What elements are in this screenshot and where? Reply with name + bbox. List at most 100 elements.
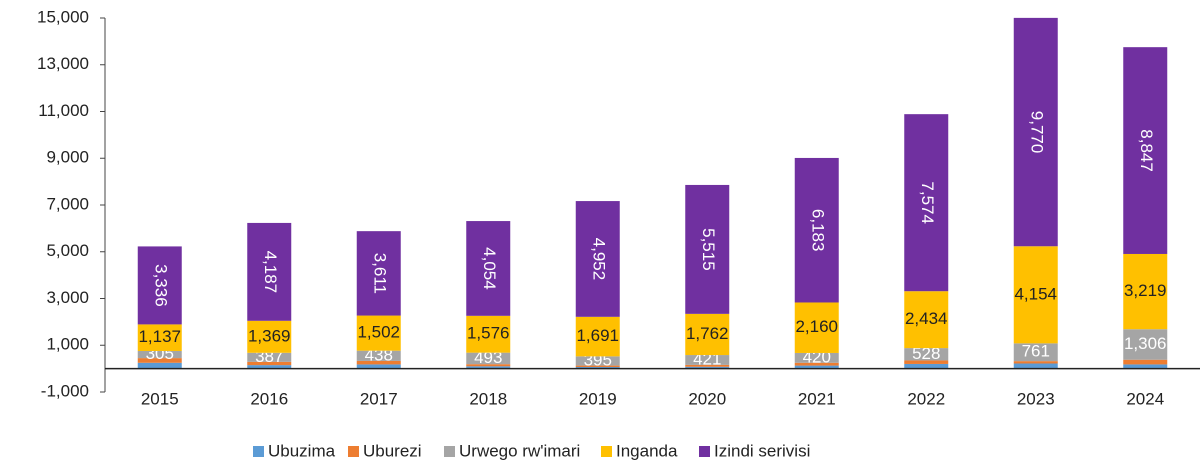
legend-swatch	[253, 446, 264, 457]
bar-segment	[1123, 253, 1168, 330]
bar-segment	[466, 221, 511, 316]
x-tick-label: 2023	[1017, 389, 1055, 408]
legend-label: Uburezi	[363, 441, 422, 460]
y-tick-label: 15,000	[37, 7, 89, 26]
bar-segment	[685, 364, 730, 367]
data-label: 4,187	[261, 251, 280, 294]
bar-segment	[685, 355, 730, 365]
bar-segment	[575, 356, 620, 366]
bar-segment	[575, 366, 620, 369]
data-label: 2,160	[795, 317, 838, 336]
bar-segment	[1123, 47, 1168, 254]
bar-segment	[685, 184, 730, 314]
y-tick-label: 13,000	[37, 54, 89, 73]
bar-segment	[904, 114, 949, 292]
bar-segment	[137, 350, 182, 359]
bar-segment	[137, 324, 182, 351]
bar-segment	[794, 157, 839, 303]
bar-segment	[1013, 343, 1058, 362]
bar-segment	[247, 352, 292, 362]
bar-segment	[575, 316, 620, 357]
bar-segment	[356, 231, 401, 316]
data-label: 1,691	[576, 326, 619, 345]
legend-swatch	[444, 446, 455, 457]
x-tick-label: 2019	[579, 389, 617, 408]
bar-segment	[1123, 364, 1168, 369]
data-label: 1,306	[1124, 334, 1167, 353]
y-tick-label: 5,000	[46, 241, 89, 260]
y-tick-label: -1,000	[41, 381, 89, 400]
bar-segment	[794, 352, 839, 363]
bar-segment	[137, 246, 182, 325]
bar-segment	[794, 365, 839, 369]
y-tick-label: 1,000	[46, 335, 89, 354]
bar-segment	[1013, 361, 1058, 364]
x-tick-label: 2015	[141, 389, 179, 408]
bar-segment	[685, 313, 730, 356]
legend-label: Urwego rw'imari	[459, 441, 580, 460]
bar-segment	[575, 365, 620, 367]
data-label: 1,762	[686, 324, 729, 343]
data-label: 3,219	[1124, 281, 1167, 300]
data-label: 8,847	[1137, 129, 1156, 172]
data-label: 4,952	[589, 238, 608, 281]
bar-segment	[137, 362, 182, 369]
bar-segment	[247, 365, 292, 369]
bar-segment	[1013, 246, 1058, 344]
data-label: 1,369	[248, 326, 291, 345]
bar-segment	[356, 350, 401, 361]
data-label: 761	[1022, 342, 1050, 361]
legend-label: Inganda	[616, 441, 678, 460]
legend-label: Izindi serivisi	[714, 441, 810, 460]
x-tick-label: 2021	[798, 389, 836, 408]
y-tick-label: 9,000	[46, 148, 89, 167]
bar-segment	[356, 315, 401, 351]
y-tick-label: 11,000	[38, 101, 89, 120]
bar-segment	[1013, 363, 1058, 369]
x-tick-label: 2017	[360, 389, 398, 408]
data-label: 3,611	[370, 253, 389, 294]
data-label: 2,434	[905, 309, 948, 328]
bar-segment	[904, 363, 949, 369]
bar-segment	[1123, 329, 1168, 360]
bar-segment	[247, 222, 292, 321]
data-label: 4,154	[1014, 284, 1057, 303]
x-tick-label: 2016	[250, 389, 288, 408]
data-label: 3,336	[151, 264, 170, 307]
bar-segment	[794, 362, 839, 366]
bar-segment	[1123, 359, 1168, 365]
data-label: 7,574	[918, 181, 937, 224]
x-tick-label: 2018	[469, 389, 507, 408]
data-label: 528	[912, 344, 940, 363]
data-label: 1,576	[467, 324, 510, 343]
bar-segment	[356, 364, 401, 369]
bar-segment	[247, 320, 292, 353]
legend-swatch	[601, 446, 612, 457]
y-tick-label: 3,000	[46, 288, 89, 307]
x-tick-label: 2022	[907, 389, 945, 408]
bar-segment	[794, 302, 839, 353]
data-label: 4,054	[480, 247, 499, 290]
bar-segment	[247, 361, 292, 366]
bar-segment	[904, 348, 949, 361]
data-label: 5,515	[699, 228, 718, 271]
data-label: 9,770	[1027, 111, 1046, 154]
bar-segment	[466, 352, 511, 365]
bar-segment	[466, 364, 511, 367]
legend-swatch	[348, 446, 359, 457]
y-tick-label: 7,000	[46, 194, 89, 213]
bar-segment	[904, 291, 949, 349]
legend-label: Ubuzima	[268, 441, 336, 460]
data-label: 6,183	[808, 209, 827, 252]
data-label: 1,137	[138, 327, 181, 346]
bar-segment	[466, 366, 511, 369]
legend-swatch	[699, 446, 710, 457]
bar-segment	[1013, 17, 1058, 247]
bar-segment	[904, 360, 949, 364]
data-label: 1,502	[357, 323, 400, 342]
x-tick-label: 2024	[1126, 389, 1164, 408]
x-tick-label: 2020	[688, 389, 726, 408]
bar-segment	[466, 315, 511, 353]
bar-segment	[356, 360, 401, 365]
